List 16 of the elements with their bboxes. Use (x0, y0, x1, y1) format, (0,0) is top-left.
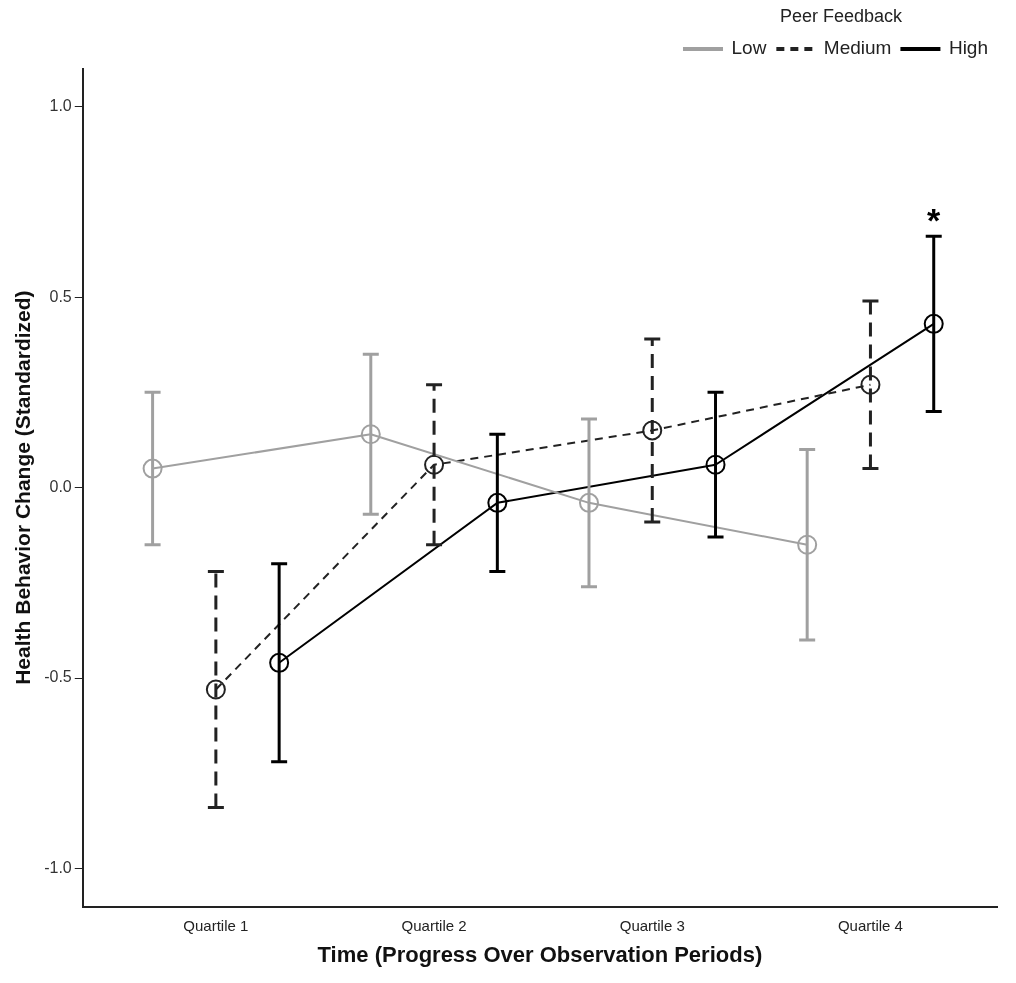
x-tick-label: Quartile 3 (619, 916, 685, 934)
y-tick-label: 1.0 (49, 97, 72, 115)
legend-label: Medium (823, 37, 892, 59)
x-tick-label: Quartile 1 (183, 916, 249, 934)
x-axis-title: Time (Progress Over Observation Periods) (317, 941, 763, 967)
legend-label: High (948, 37, 988, 59)
y-tick-label: 0.5 (49, 287, 72, 305)
legend-title: Peer Feedback (779, 5, 904, 26)
legend-label: Low (731, 37, 767, 59)
x-tick-label: Quartile 4 (837, 916, 903, 934)
x-tick-label: Quartile 2 (401, 916, 467, 934)
y-axis-title: Health Behavior Change (Standardized) (11, 290, 35, 685)
y-tick-label: 0.0 (49, 478, 72, 496)
y-tick-label: -0.5 (44, 668, 72, 686)
y-tick-label: -1.0 (44, 858, 72, 876)
annotation: * (927, 200, 942, 239)
